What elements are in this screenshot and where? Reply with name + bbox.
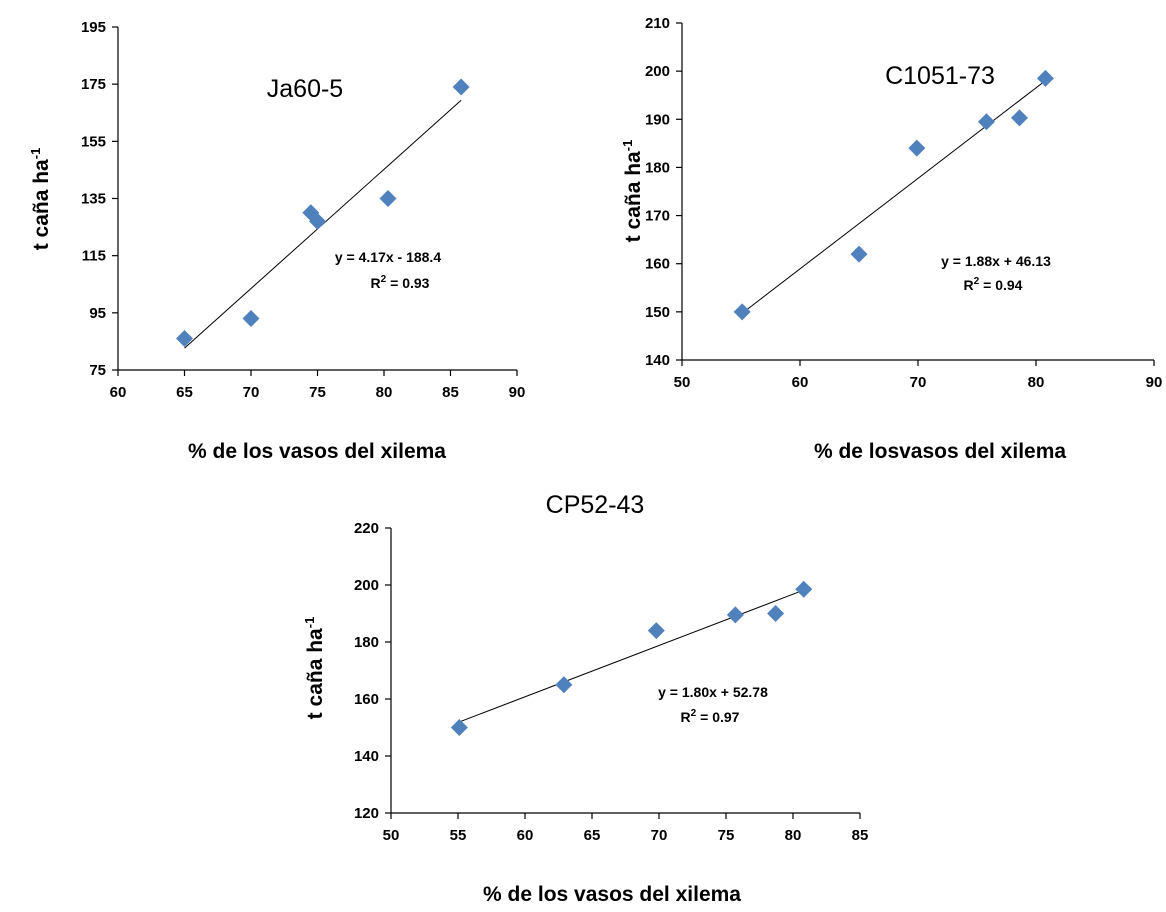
x-tick-label: 75: [718, 827, 735, 844]
trendline: [459, 589, 804, 723]
y-tick-label: 115: [82, 248, 106, 265]
data-point: [850, 245, 868, 263]
y-tick-label: 200: [645, 63, 670, 80]
chart-c1051-73: 140 150 160 170 180 190 200 210 50 60 70 80 90 C1051-…: [620, 15, 1162, 463]
trendline-equation: y = 4.17x - 188.4: [335, 249, 441, 265]
x-tick-label: 65: [176, 384, 193, 401]
y-tick-label: 140: [354, 748, 379, 765]
x-tick-label: 50: [383, 827, 400, 844]
y-tick-label: 180: [354, 634, 379, 651]
chart-title: CP52-43: [546, 491, 645, 519]
trendline: [741, 80, 1046, 314]
trendline-equation: y = 1.88x + 46.13: [941, 253, 1051, 269]
y-tick-label: 95: [89, 305, 106, 322]
chart-ja60-5: 75 95 115 135 155 175 195 60 65 70 75 80 85 90 Ja60-5 y…: [28, 19, 525, 463]
data-point: [309, 212, 326, 230]
x-axis-title: % de los vasos del xilema: [188, 440, 446, 463]
data-point: [767, 605, 785, 622]
data-point: [242, 310, 260, 328]
y-tick-label: 160: [354, 691, 379, 708]
data-point: [1036, 69, 1054, 87]
data-point: [1010, 109, 1028, 127]
x-axis-title: % de losvasos del xilema: [814, 440, 1066, 463]
chart-title: Ja60-5: [267, 75, 343, 103]
data-point: [726, 606, 744, 624]
y-tick-label: 180: [645, 159, 670, 176]
data-point: [977, 113, 995, 131]
y-tick-label: 175: [81, 76, 106, 93]
x-tick-label: 85: [442, 384, 459, 401]
y-tick-label: 200: [354, 577, 379, 594]
x-tick-label: 60: [792, 374, 809, 391]
y-tick-label: 140: [645, 352, 670, 369]
y-tick-label: 170: [645, 208, 670, 225]
y-tick-label: 190: [645, 111, 670, 128]
x-tick-label: 80: [1028, 374, 1045, 391]
y-tick-label: 75: [89, 362, 106, 379]
trendline-equation: y = 1.80x + 52.78: [658, 684, 768, 700]
data-point: [908, 139, 926, 157]
x-tick-label: 80: [785, 827, 802, 844]
x-tick-label: 80: [376, 384, 393, 401]
data-point: [176, 330, 193, 348]
x-tick-label: 50: [674, 374, 691, 391]
x-tick-label: 75: [309, 384, 326, 401]
x-axis-title: % de los vasos del xilema: [483, 883, 741, 906]
data-point: [555, 676, 573, 694]
x-tick-label: 90: [1146, 374, 1163, 391]
x-tick-label: 70: [910, 374, 927, 391]
x-tick-label: 65: [584, 827, 601, 844]
y-axis-title: t caña ha-1: [302, 617, 327, 720]
r-squared-label: R2 = 0.97: [681, 708, 740, 725]
data-point: [647, 622, 665, 640]
y-axis-title: t caña ha-1: [620, 140, 645, 243]
chart-title: C1051-73: [885, 62, 995, 90]
y-tick-label: 135: [81, 191, 106, 208]
x-tick-label: 60: [517, 827, 534, 844]
data-point: [733, 303, 751, 321]
y-tick-label: 120: [354, 805, 379, 822]
y-tick-label: 220: [354, 520, 379, 537]
y-tick-label: 155: [81, 133, 106, 150]
x-tick-label: 85: [852, 827, 869, 844]
chart-cp52-43: 120 140 160 180 200 220 50 55 60 65 70 75 80 85 CP52-4…: [302, 491, 868, 906]
y-axis-title: t caña ha-1: [28, 148, 53, 251]
x-tick-label: 55: [450, 827, 467, 844]
x-tick-label: 90: [509, 384, 526, 401]
x-tick-label: 70: [243, 384, 260, 401]
data-point: [452, 78, 470, 96]
data-point: [450, 719, 468, 736]
x-tick-label: 70: [651, 827, 668, 844]
r-squared-label: R2 = 0.94: [964, 276, 1023, 293]
r-squared-label: R2 = 0.93: [371, 274, 430, 291]
data-point: [795, 580, 813, 598]
y-tick-label: 195: [81, 19, 106, 36]
y-tick-label: 150: [645, 304, 670, 321]
y-tick-label: 160: [645, 256, 670, 273]
y-tick-label: 210: [645, 15, 670, 32]
data-point: [379, 190, 397, 207]
x-tick-label: 60: [110, 384, 127, 401]
